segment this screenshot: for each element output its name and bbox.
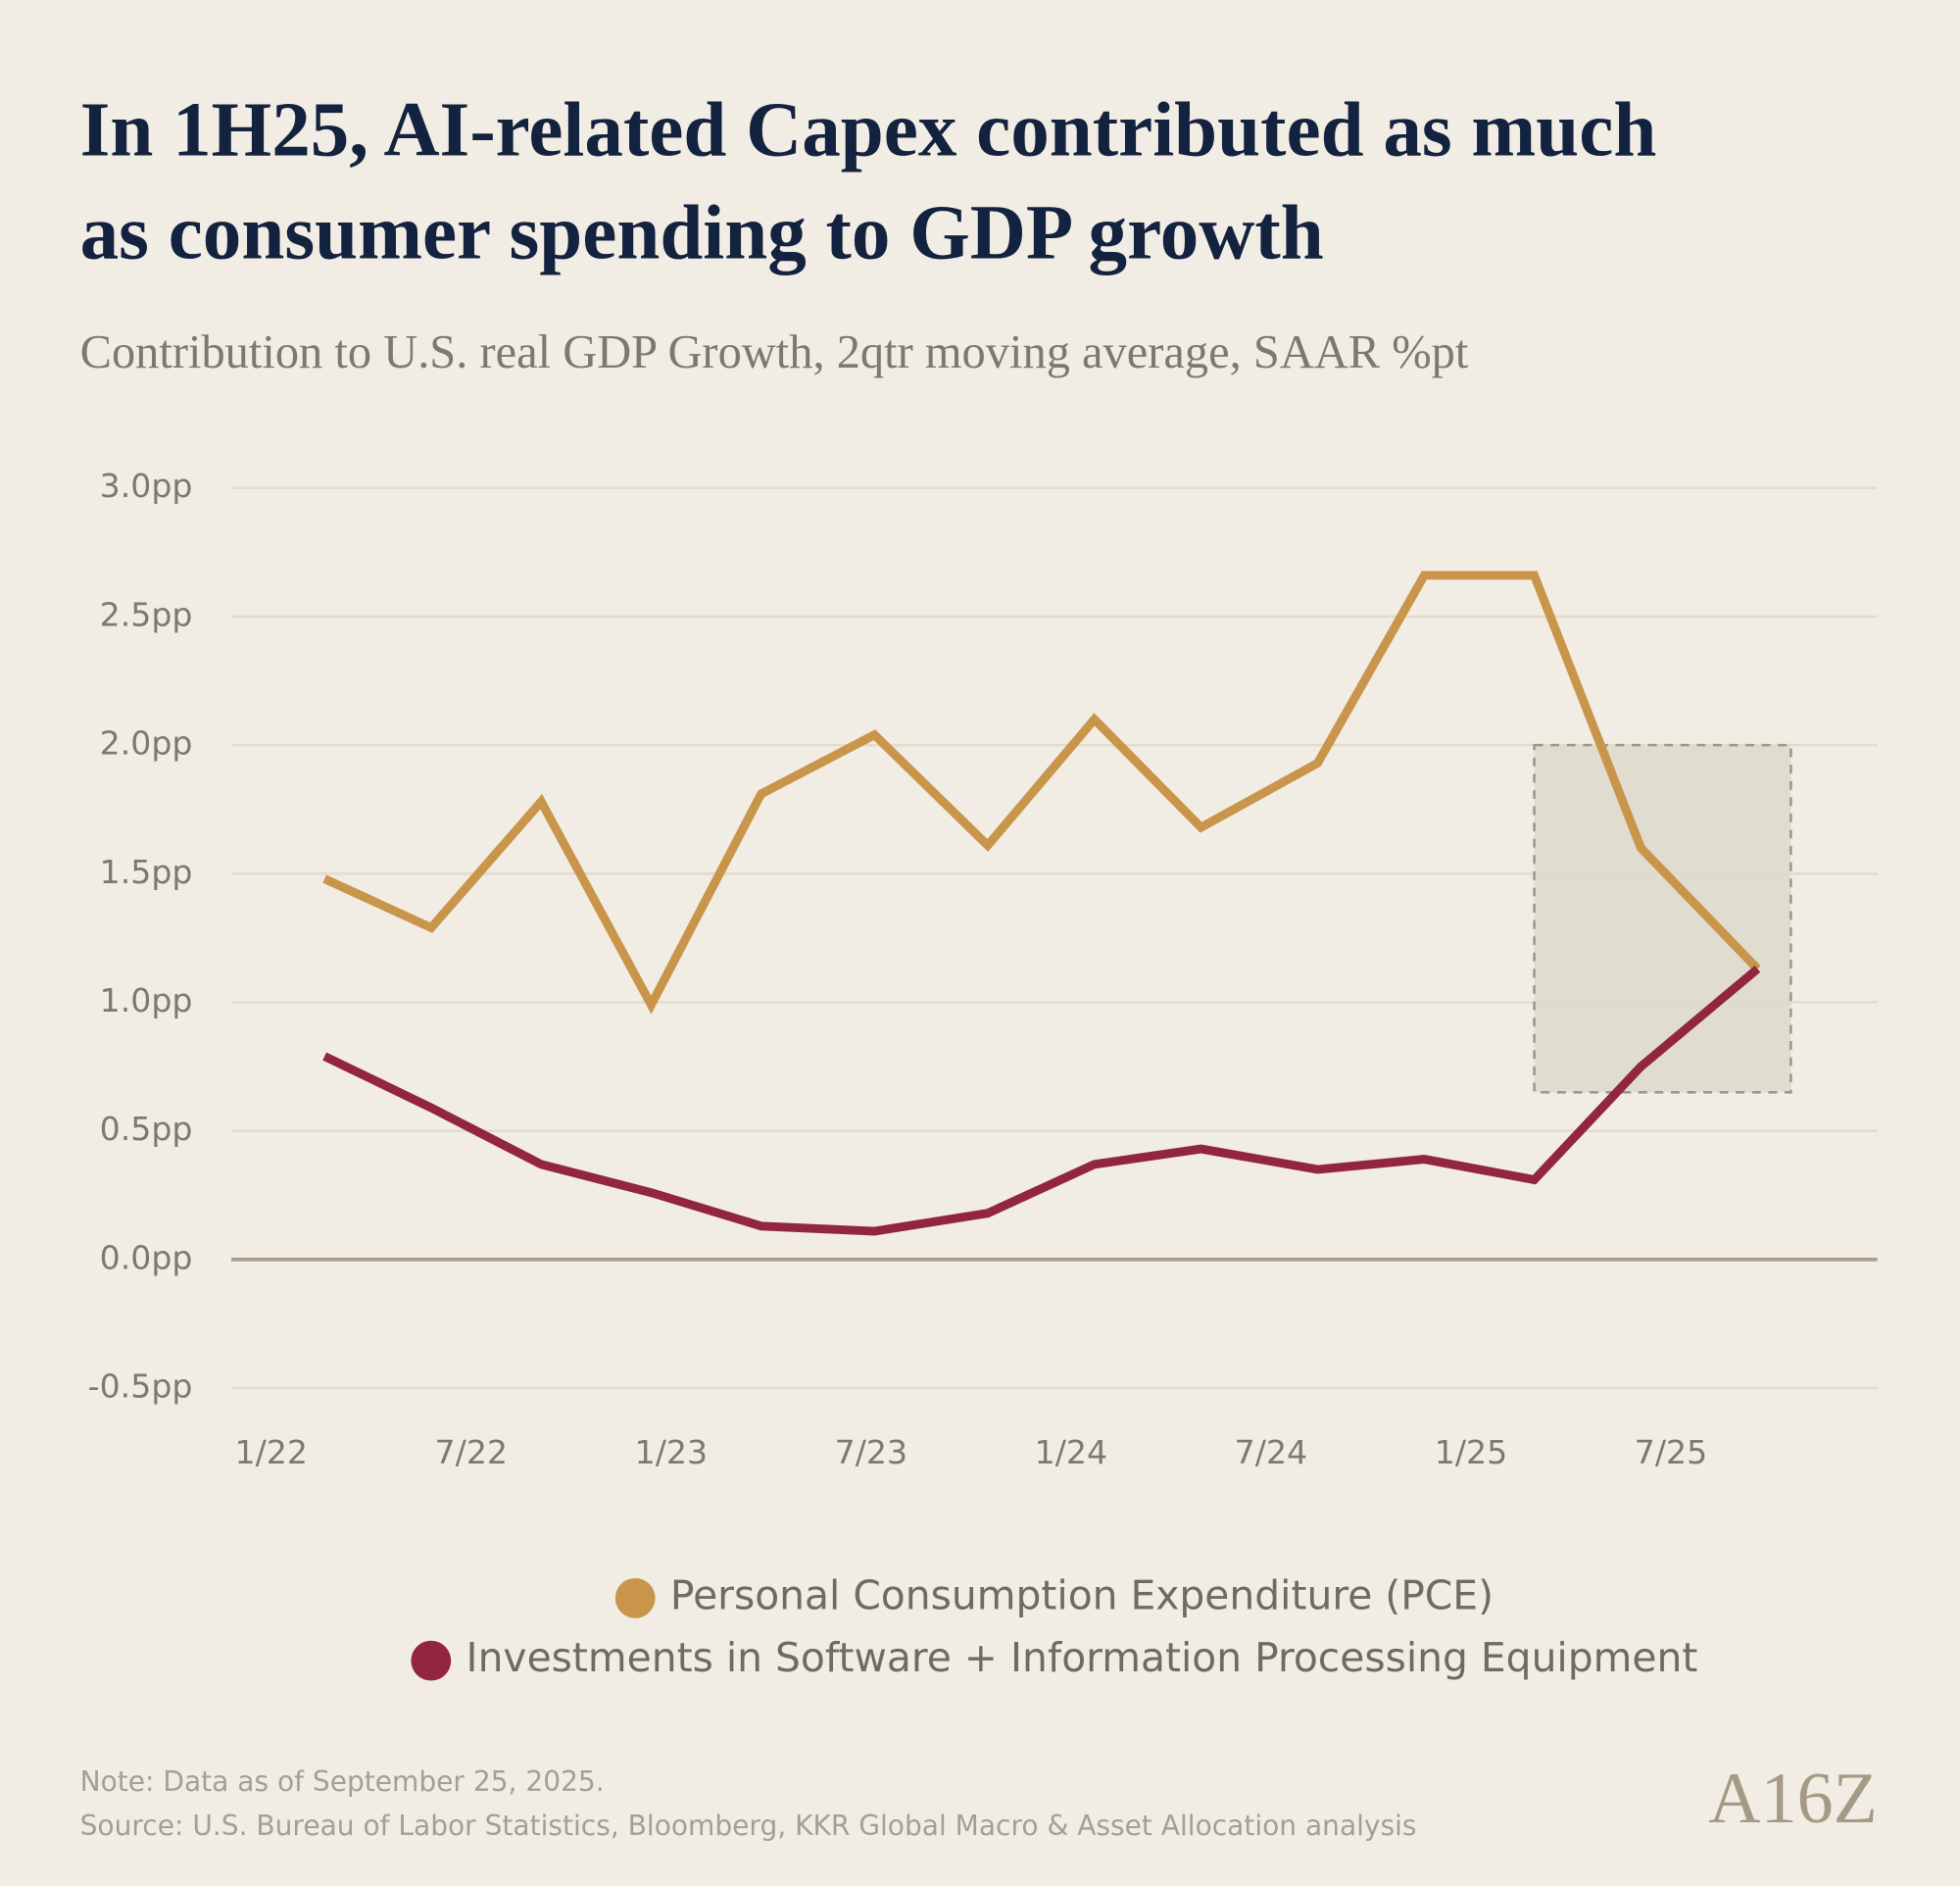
legend-swatch: [411, 1640, 452, 1681]
y-tick-label: 1.0pp: [100, 981, 193, 1019]
highlight-box: [1533, 743, 1792, 1094]
series-line: [322, 571, 1761, 1015]
chart-title: In 1H25, AI-related Capex contributed as…: [80, 88, 1657, 174]
x-tick-label: 1/23: [635, 1433, 708, 1471]
x-tick-label: 7/24: [1235, 1433, 1307, 1471]
legend-swatch: [614, 1577, 656, 1618]
y-tick-label: 2.5pp: [100, 595, 193, 633]
y-tick-label: -0.5pp: [88, 1367, 193, 1406]
y-tick-label: 3.0pp: [100, 467, 193, 505]
chart-title: as consumer spending to GDP growth: [80, 190, 1324, 275]
legend-label: Personal Consumption Expenditure (PCE): [670, 1571, 1494, 1618]
chart-subtitle: Contribution to U.S. real GDP Growth, 2q…: [80, 326, 1469, 378]
y-tick-label: 1.5pp: [100, 853, 193, 891]
y-tick-label: 2.0pp: [100, 724, 193, 763]
series-line: [322, 965, 1761, 1236]
logo: A16Z: [1708, 1759, 1878, 1839]
source: Source: U.S. Bureau of Labor Statistics,…: [80, 1810, 1417, 1842]
legend-label: Investments in Software + Information Pr…: [466, 1634, 1698, 1681]
y-tick-label: 0.0pp: [100, 1238, 193, 1276]
note: Note: Data as of September 25, 2025.: [80, 1765, 605, 1798]
x-tick-label: 1/24: [1035, 1433, 1107, 1471]
x-tick-label: 7/22: [435, 1433, 508, 1471]
x-tick-label: 7/23: [835, 1433, 907, 1471]
x-tick-label: 1/22: [235, 1433, 308, 1471]
x-tick-label: 7/25: [1635, 1433, 1707, 1471]
x-tick-label: 1/25: [1435, 1433, 1507, 1471]
y-tick-label: 0.5pp: [100, 1110, 193, 1148]
